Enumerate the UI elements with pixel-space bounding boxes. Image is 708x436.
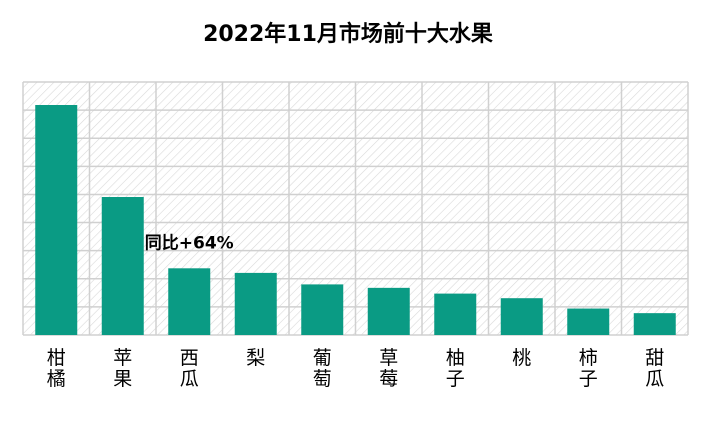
bar-10 xyxy=(633,313,676,335)
labels-layer: 柑橘 苹果 西瓜 梨 葡萄 草莓 柚子 桃 柿子 甜瓜 xyxy=(47,347,665,390)
bar-8 xyxy=(500,298,543,335)
annotation-label: 同比+64% xyxy=(145,232,234,253)
x-tick-label: 柿子 xyxy=(579,347,598,390)
annotation-layer: 同比+64% xyxy=(145,232,234,253)
bar-2 xyxy=(101,197,144,335)
x-tick-label: 柚子 xyxy=(446,347,465,390)
bar-4 xyxy=(234,272,277,335)
bar-3 xyxy=(168,268,211,335)
x-tick-label: 柑橘 xyxy=(47,347,66,390)
x-tick-label: 葡萄 xyxy=(313,347,332,390)
bar-5 xyxy=(301,284,344,335)
bar-6 xyxy=(367,287,410,335)
chart-title: 2022年11月市场前十大水果 xyxy=(203,21,493,47)
bar-9 xyxy=(567,308,610,335)
x-tick-label: 甜瓜 xyxy=(645,347,664,390)
bars-layer xyxy=(35,105,676,335)
x-tick-label: 草莓 xyxy=(379,347,398,390)
bar-1 xyxy=(35,105,78,335)
x-tick-label: 西瓜 xyxy=(180,347,199,390)
x-tick-label: 苹果 xyxy=(113,347,132,390)
x-tick-label: 桃 xyxy=(512,347,531,369)
bar-7 xyxy=(434,293,477,335)
x-tick-label: 梨 xyxy=(246,347,265,369)
